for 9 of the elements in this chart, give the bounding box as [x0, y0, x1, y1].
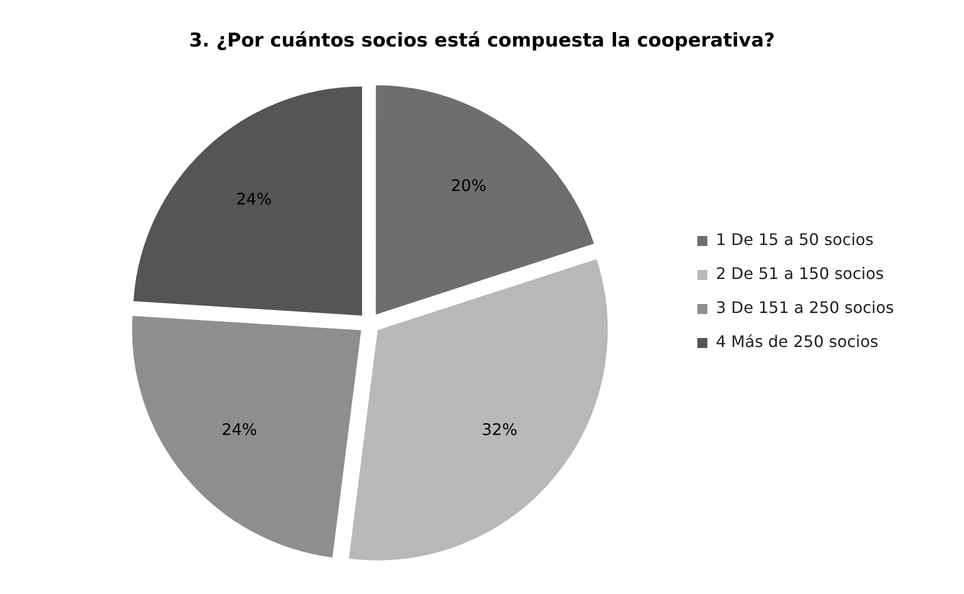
legend-label: 4 Más de 250 socios: [716, 332, 878, 352]
legend-label: 1 De 15 a 50 socios: [716, 230, 874, 250]
data-label: 24%: [222, 420, 258, 440]
chart-title: 3. ¿Por cuántos socios está compuesta la cooperativa?: [189, 29, 775, 52]
data-label: 24%: [236, 189, 272, 208]
data-label: 20%: [450, 176, 486, 195]
data-label: 32%: [482, 420, 518, 440]
legend-label: 2 De 51 a 150 socios: [716, 264, 884, 284]
legend-label: 3 De 151 a 250 socios: [716, 298, 894, 318]
